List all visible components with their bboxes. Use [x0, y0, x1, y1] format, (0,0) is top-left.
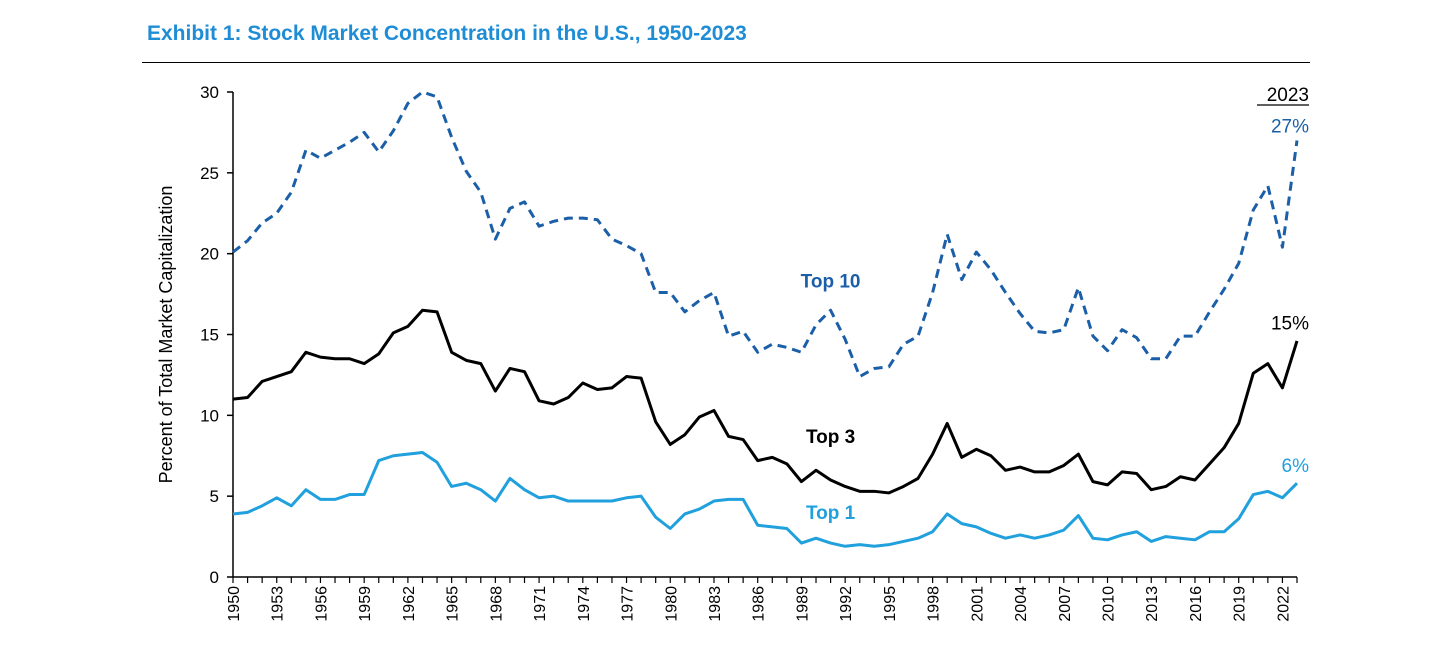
- series-line-top-10: [232, 90, 1299, 379]
- x-tick-label: 1971: [532, 586, 549, 622]
- x-tick-label: 2016: [1188, 586, 1205, 622]
- series-line-top-1: [232, 451, 1299, 548]
- x-tick-label: 2007: [1057, 586, 1074, 622]
- x-tick-label: 1950: [226, 586, 243, 622]
- series-label-top-1: Top 1: [806, 503, 856, 524]
- chart-title: Exhibit 1: Stock Market Concentration in…: [147, 22, 747, 45]
- series-label-top-3: Top 3: [806, 427, 855, 448]
- series-label-top-10: Top 10: [801, 272, 861, 293]
- x-tick-label: 1962: [401, 586, 418, 622]
- x-tick-label: 1980: [663, 586, 680, 622]
- x-tick-label: 2004: [1013, 586, 1030, 622]
- title-divider: [142, 62, 1310, 63]
- x-tick-label: 2022: [1275, 586, 1292, 622]
- y-tick-label: 5: [210, 487, 219, 506]
- end-value-label-top-10: 27%: [1271, 116, 1309, 137]
- x-tick-label: 2010: [1101, 586, 1118, 622]
- x-tick-label: 1968: [488, 586, 505, 622]
- x-tick-label: 1995: [882, 586, 899, 622]
- x-tick-label: 1974: [576, 586, 593, 622]
- y-tick-label: 0: [210, 568, 219, 587]
- y-tick-label: 20: [200, 245, 219, 264]
- y-tick-label: 30: [200, 83, 219, 102]
- x-tick-label: 2001: [969, 586, 986, 622]
- x-tick-label: 1998: [926, 586, 943, 622]
- x-tick-label: 1977: [620, 586, 637, 622]
- end-value-label-top-1: 6%: [1282, 456, 1310, 477]
- series-line-top-3: [232, 308, 1299, 495]
- end-value-label-top-3: 15%: [1271, 314, 1309, 335]
- y-tick-label: 15: [200, 326, 219, 345]
- y-axis-title: Percent of Total Market Capitalization: [156, 186, 176, 484]
- year-marker-label: 2023: [1267, 85, 1309, 106]
- x-tick-label: 1953: [270, 586, 287, 622]
- y-tick-label: 10: [200, 406, 219, 425]
- x-tick-label: 1983: [707, 586, 724, 622]
- x-tick-label: 1989: [794, 586, 811, 622]
- x-tick-label: 1986: [751, 586, 768, 622]
- x-tick-label: 2019: [1232, 586, 1249, 622]
- x-tick-label: 1959: [357, 586, 374, 622]
- x-tick-label: 1956: [313, 586, 330, 622]
- x-tick-label: 2013: [1144, 586, 1161, 622]
- x-tick-label: 1992: [838, 586, 855, 622]
- x-tick-label: 1965: [445, 586, 462, 622]
- y-tick-label: 25: [200, 164, 219, 183]
